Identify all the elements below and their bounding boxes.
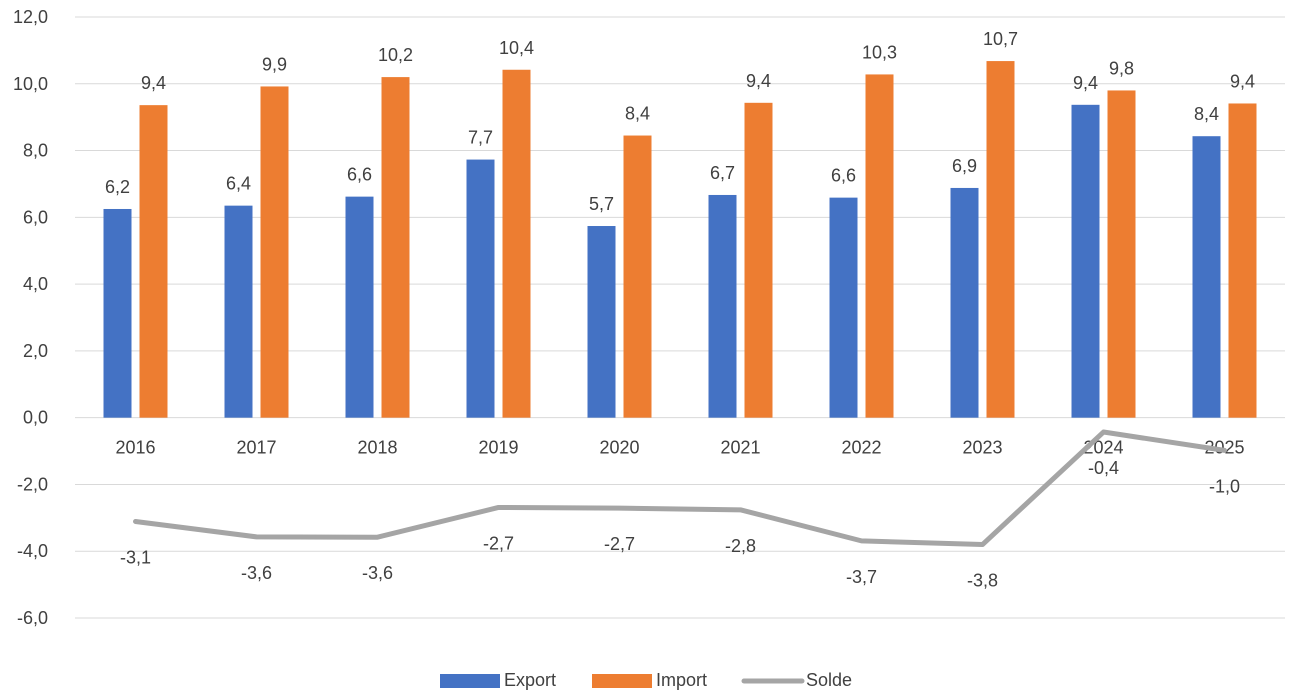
data-labels: 6,2 6,4 6,6 7,7 5,7 6,7 6,6 6,9 9,4 8,4 9,4 9,9 10,2… <box>105 29 1255 590</box>
bar-export <box>950 187 979 418</box>
data-label-export: 5,7 <box>589 194 614 214</box>
data-label-solde: -3,6 <box>241 563 272 583</box>
y-tick-label: 2,0 <box>23 341 48 361</box>
bar-export <box>1071 104 1100 418</box>
x-tick-label: 2025 <box>1204 438 1244 458</box>
bar-import <box>502 69 531 418</box>
y-tick-label: 6,0 <box>23 207 48 227</box>
bar-import <box>139 105 168 418</box>
bar-export <box>103 208 132 418</box>
x-tick-label: 2019 <box>478 438 518 458</box>
legend-label-solde: Solde <box>806 670 852 690</box>
bar-import <box>986 61 1015 418</box>
y-tick-label: -6,0 <box>17 608 48 628</box>
x-tick-label: 2020 <box>599 438 639 458</box>
bar-export <box>1192 136 1221 418</box>
data-label-import: 9,4 <box>746 71 771 91</box>
x-tick-label: 2016 <box>115 438 155 458</box>
x-tick-label: 2021 <box>720 438 760 458</box>
data-label-export: 6,9 <box>952 156 977 176</box>
y-axis-ticks: 12,0 10,0 8,0 6,0 4,0 2,0 0,0 -2,0 -4,0 -6,0 <box>13 7 48 628</box>
data-label-solde: -2,7 <box>604 534 635 554</box>
legend-label-export: Export <box>504 670 556 690</box>
legend-swatch-import <box>592 674 652 688</box>
bar-import <box>744 102 773 418</box>
data-label-solde: -0,4 <box>1088 458 1119 478</box>
data-label-solde: -3,7 <box>846 567 877 587</box>
data-label-export: 7,7 <box>468 128 493 148</box>
data-label-solde: -2,7 <box>483 533 514 553</box>
y-tick-label: 12,0 <box>13 7 48 27</box>
data-label-export: 6,7 <box>710 163 735 183</box>
solde-line <box>133 429 1227 548</box>
y-tick-label: 10,0 <box>13 74 48 94</box>
data-label-import: 10,2 <box>378 45 413 65</box>
data-label-import: 9,9 <box>262 54 287 74</box>
data-label-import: 9,4 <box>1230 71 1255 91</box>
y-tick-label: 0,0 <box>23 408 48 428</box>
data-label-export: 6,2 <box>105 177 130 197</box>
data-label-import: 10,4 <box>499 38 534 58</box>
data-label-import: 9,4 <box>141 73 166 93</box>
bar-import <box>381 77 410 418</box>
y-tick-label: 8,0 <box>23 141 48 161</box>
legend: Export Import Solde <box>440 670 852 690</box>
bar-export <box>708 194 737 418</box>
data-label-solde: -1,0 <box>1209 476 1240 496</box>
bar-export <box>829 197 858 418</box>
x-tick-label: 2018 <box>357 438 397 458</box>
data-label-import: 10,3 <box>862 42 897 62</box>
data-label-export: 6,6 <box>831 166 856 186</box>
line-solde <box>133 429 1227 548</box>
legend-label-import: Import <box>656 670 707 690</box>
x-axis-ticks: 2016 2017 2018 2019 2020 2021 2022 2023 2024 2025 <box>115 438 1244 458</box>
x-tick-label: 2017 <box>236 438 276 458</box>
data-label-solde: -2,8 <box>725 536 756 556</box>
x-tick-label: 2023 <box>962 438 1002 458</box>
bar-import <box>1107 90 1136 418</box>
legend-swatch-export <box>440 674 500 688</box>
y-tick-label: -2,0 <box>17 474 48 494</box>
data-label-import: 9,8 <box>1109 58 1134 78</box>
bar-export <box>224 205 253 418</box>
data-label-import: 10,7 <box>983 29 1018 49</box>
data-label-export: 8,4 <box>1194 104 1219 124</box>
data-label-export: 9,4 <box>1073 73 1098 93</box>
data-label-export: 6,6 <box>347 165 372 185</box>
data-label-import: 8,4 <box>625 104 650 124</box>
bar-import <box>865 74 894 418</box>
y-tick-label: -4,0 <box>17 541 48 561</box>
x-tick-label: 2022 <box>841 438 881 458</box>
bar-import <box>1228 103 1257 418</box>
bars <box>103 61 1257 418</box>
bar-export <box>345 196 374 418</box>
bar-import <box>623 135 652 418</box>
data-label-export: 6,4 <box>226 174 251 194</box>
gridlines <box>75 16 1285 619</box>
data-label-solde: -3,1 <box>120 548 151 568</box>
y-tick-label: 4,0 <box>23 274 48 294</box>
data-label-solde: -3,8 <box>967 571 998 591</box>
bar-export <box>587 226 616 418</box>
bar-import <box>260 86 289 418</box>
bar-export <box>466 159 495 418</box>
data-label-solde: -3,6 <box>362 563 393 583</box>
